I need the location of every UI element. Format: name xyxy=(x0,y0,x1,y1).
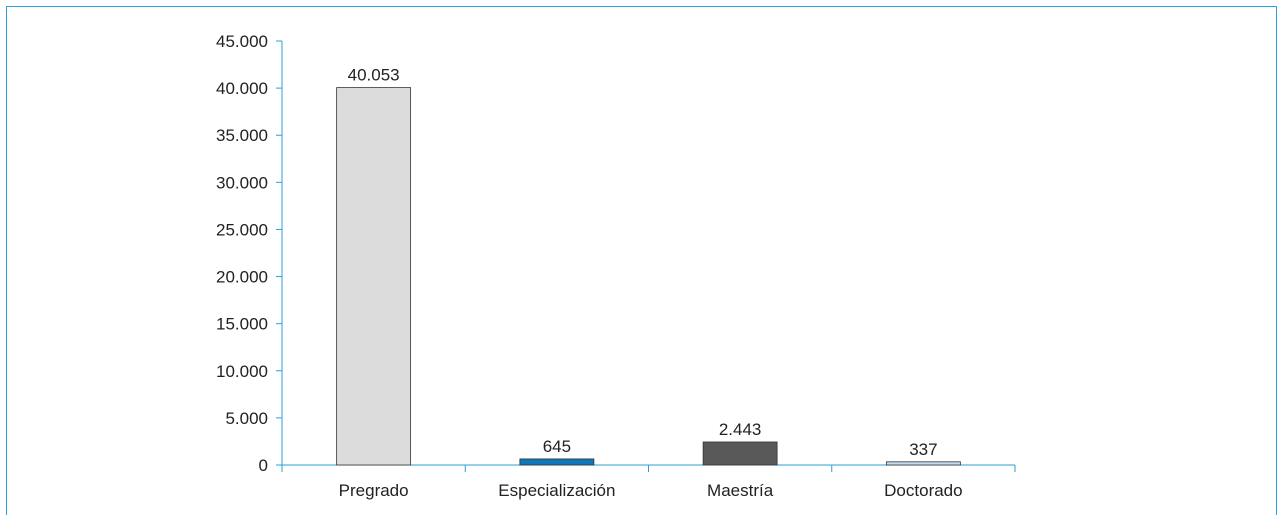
y-tick-label: 35.000 xyxy=(216,126,268,145)
x-tick-label: Maestría xyxy=(707,481,774,500)
y-tick-label: 40.000 xyxy=(216,79,268,98)
x-tick-label: Pregrado xyxy=(339,481,409,500)
data-label: 40.053 xyxy=(348,66,400,85)
bar xyxy=(885,461,961,466)
y-tick-label: 10.000 xyxy=(216,362,268,381)
y-tick-label: 30.000 xyxy=(216,173,268,192)
bar xyxy=(702,441,778,466)
chart-labels: 0 5.000 10.000 15.000 20.000 25.000 30.000 35.0… xyxy=(216,32,963,500)
bar xyxy=(519,458,595,466)
y-tick-label: 25.000 xyxy=(216,220,268,239)
data-label: 337 xyxy=(909,440,937,459)
y-tick-label: 15.000 xyxy=(216,315,268,334)
y-tick-label: 0 xyxy=(259,456,268,475)
x-tick-label: Doctorado xyxy=(884,481,962,500)
bar xyxy=(336,87,412,466)
data-label: 645 xyxy=(543,437,571,456)
chart-bars xyxy=(336,87,961,466)
y-tick-label: 45.000 xyxy=(216,32,268,51)
y-tick-label: 20.000 xyxy=(216,268,268,287)
data-label: 2.443 xyxy=(719,420,762,439)
y-tick-label: 5.000 xyxy=(225,409,268,428)
chart-frame xyxy=(6,6,1277,515)
x-tick-label: Especialización xyxy=(498,481,615,500)
